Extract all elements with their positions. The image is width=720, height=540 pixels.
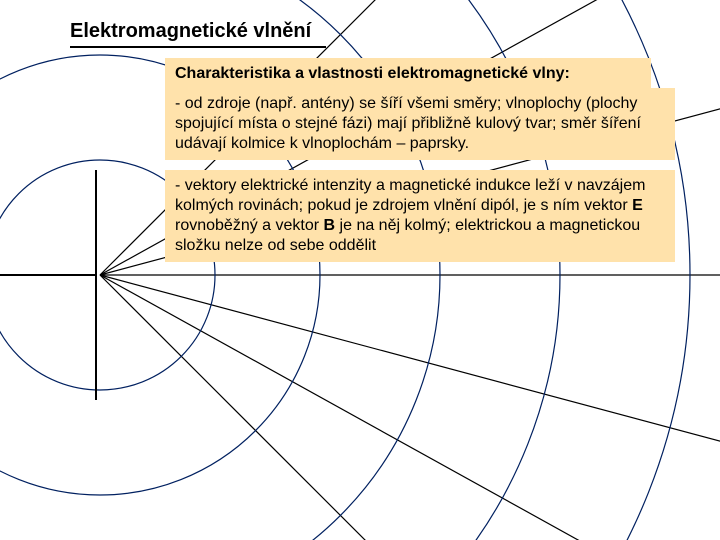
para2-pre: - vektory elektrické intenzity a magneti… bbox=[175, 177, 645, 214]
para2-E: E bbox=[632, 197, 643, 214]
title-underline bbox=[70, 46, 326, 48]
slide-stage: Elektromagnetické vlnění Charakteristika… bbox=[0, 0, 720, 540]
para2-B: B bbox=[324, 217, 336, 234]
subtitle-box: Charakteristika a vlastnosti elektromagn… bbox=[165, 58, 651, 90]
paragraph-2: - vektory elektrické intenzity a magneti… bbox=[165, 170, 675, 262]
para2-mid: rovnoběžný a vektor bbox=[175, 217, 324, 234]
paragraph-1: - od zdroje (např. antény) se šíří všemi… bbox=[165, 88, 675, 160]
page-title: Elektromagnetické vlnění bbox=[70, 20, 311, 43]
